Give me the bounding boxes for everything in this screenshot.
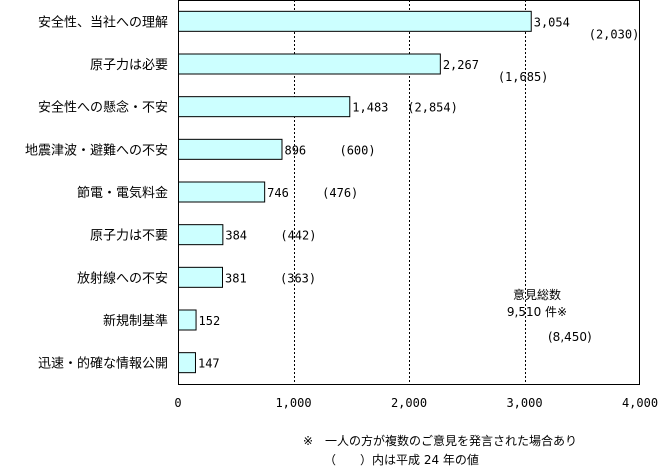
bar [178, 224, 224, 246]
x-tick-label: 1,000 [275, 396, 311, 410]
x-tick-label: 3,000 [506, 396, 542, 410]
x-tick-label: 4,000 [622, 396, 658, 410]
footnote-2: （ ）内は平成 24 年の値 [324, 453, 479, 467]
bar [178, 53, 441, 75]
previous-year-label: (600) [339, 143, 375, 157]
bar [178, 266, 224, 288]
total-previous: (8,450) [548, 330, 592, 344]
bar [178, 138, 283, 160]
x-tick-labels: 0 1,000 2,000 3,000 4,000 [174, 396, 658, 410]
category-label: 地震津波・避難への不安 [25, 143, 168, 158]
previous-year-label: (2,854) [407, 101, 458, 115]
total-value: 9,510 件※ [506, 305, 568, 319]
previous-year-labels: (2,030) (1,685) (2,854) (600) (476) (442) (363… [280, 27, 639, 285]
category-label: 新規制基準 [103, 313, 168, 329]
value-label: 152 [199, 314, 221, 328]
previous-year-label: (1,685) [498, 70, 549, 84]
total-title: 意見総数 [512, 288, 561, 302]
category-label: 安全性、当社への理解 [38, 14, 168, 30]
previous-year-label: (476) [322, 186, 358, 200]
category-label: 安全性への懸念・不安 [38, 100, 168, 116]
value-label: 1,483 [352, 101, 388, 115]
category-labels: 安全性、当社への理解原子力は必要安全性への懸念・不安地震津波・避難への不安節電・… [25, 14, 168, 371]
previous-year-label: (2,030) [589, 27, 640, 41]
bar [178, 309, 197, 331]
bar [178, 96, 351, 118]
category-label: 原子力は不要 [90, 229, 168, 244]
x-tick-label: 2,000 [391, 396, 427, 410]
category-label: 原子力は必要 [90, 58, 168, 73]
value-label: 746 [267, 186, 289, 200]
value-label: 2,267 [443, 58, 479, 72]
value-labels: 3,054 2,267 1,483 896 746 384 381 152 147 [198, 15, 570, 370]
value-label: 896 [284, 143, 306, 157]
footnote-1: ※ 一人の方が複数のご意見を発言された場合あり [303, 434, 578, 448]
previous-year-label: (363) [280, 271, 316, 285]
value-label: 384 [225, 229, 247, 243]
value-label: 147 [198, 357, 220, 371]
bar [178, 181, 266, 203]
category-label: 節電・電気料金 [77, 185, 168, 201]
bar [178, 352, 196, 374]
total-opinions: 意見総数 9,510 件※ [492, 287, 582, 321]
plot-frame [178, 0, 640, 385]
value-label: 381 [225, 271, 247, 285]
category-label: 迅速・的確な情報公開 [38, 356, 168, 372]
previous-year-label: (442) [280, 229, 316, 243]
x-tick-label: 0 [174, 396, 181, 410]
bar [178, 10, 532, 32]
category-label: 放射線への不安 [77, 270, 168, 286]
value-label: 3,054 [534, 15, 570, 29]
